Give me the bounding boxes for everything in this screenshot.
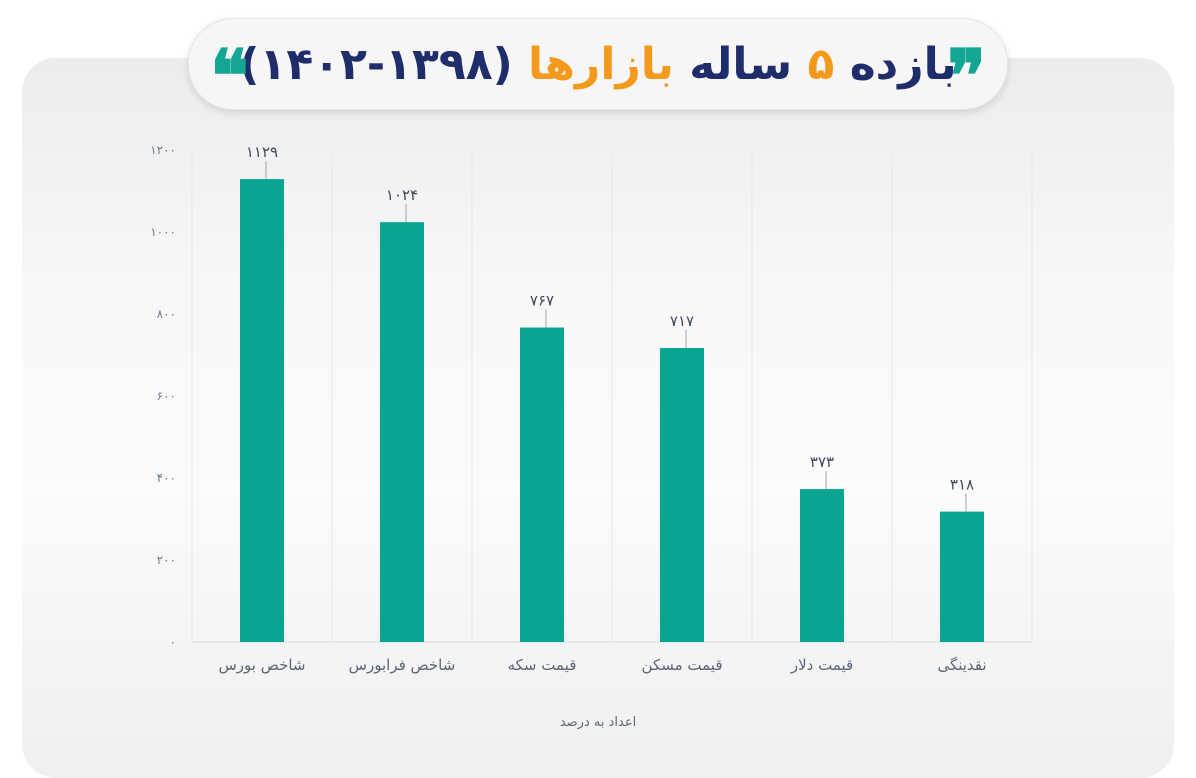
data-label: ۷۶۷ bbox=[530, 292, 554, 310]
quote-open-icon: ❞ bbox=[947, 33, 986, 118]
quote-close-icon: ❝ bbox=[210, 33, 249, 118]
x-axis-label: اعداد به درصد bbox=[560, 715, 636, 730]
y-tick-label: ۱۲۰۰ bbox=[150, 143, 176, 157]
bar bbox=[240, 179, 284, 643]
x-tick-label: شاخص فرابورس bbox=[349, 656, 456, 674]
x-tick-label: نقدینگی bbox=[937, 656, 986, 674]
bar-chart: ۰ ۲۰۰ ۴۰۰ ۶۰۰ ۸۰۰ ۱۰۰۰ ۱۲۰۰ ۱۱۲۹ شاخص بورس ۱۰۲۴ شا… bbox=[150, 143, 1033, 730]
y-tick-label: ۲۰۰ bbox=[157, 553, 176, 567]
title-banner: بازده ۵ ساله بازارها (۱۳۹۸-۱۴۰۲) bbox=[188, 18, 1008, 110]
x-tick-label: شاخص بورس bbox=[218, 656, 305, 674]
y-tick-label: ۶۰۰ bbox=[157, 389, 176, 403]
data-label: ۷۱۷ bbox=[670, 312, 694, 330]
y-tick-label: ۸۰۰ bbox=[157, 307, 176, 321]
y-tick-label: ۱۰۰۰ bbox=[150, 225, 176, 239]
bar bbox=[380, 222, 424, 642]
x-tick-label: قیمت سکه bbox=[508, 656, 577, 674]
data-label: ۳۱۸ bbox=[950, 476, 974, 494]
bar bbox=[660, 348, 704, 642]
x-tick-label: قیمت دلار bbox=[790, 656, 853, 674]
chart-title: بازده ۵ ساله بازارها (۱۳۹۸-۱۴۰۲) bbox=[239, 38, 957, 90]
x-tick-label: قیمت مسکن bbox=[642, 656, 723, 674]
chart-card bbox=[22, 58, 1174, 778]
bar bbox=[800, 489, 844, 642]
bar bbox=[520, 327, 564, 642]
data-label: ۱۰۲۴ bbox=[386, 186, 418, 204]
y-tick-label: ۰ bbox=[170, 635, 176, 649]
data-label: ۱۱۲۹ bbox=[246, 143, 278, 161]
data-label: ۳۷۳ bbox=[810, 453, 834, 471]
bar bbox=[940, 511, 984, 642]
y-tick-label: ۴۰۰ bbox=[157, 471, 176, 485]
